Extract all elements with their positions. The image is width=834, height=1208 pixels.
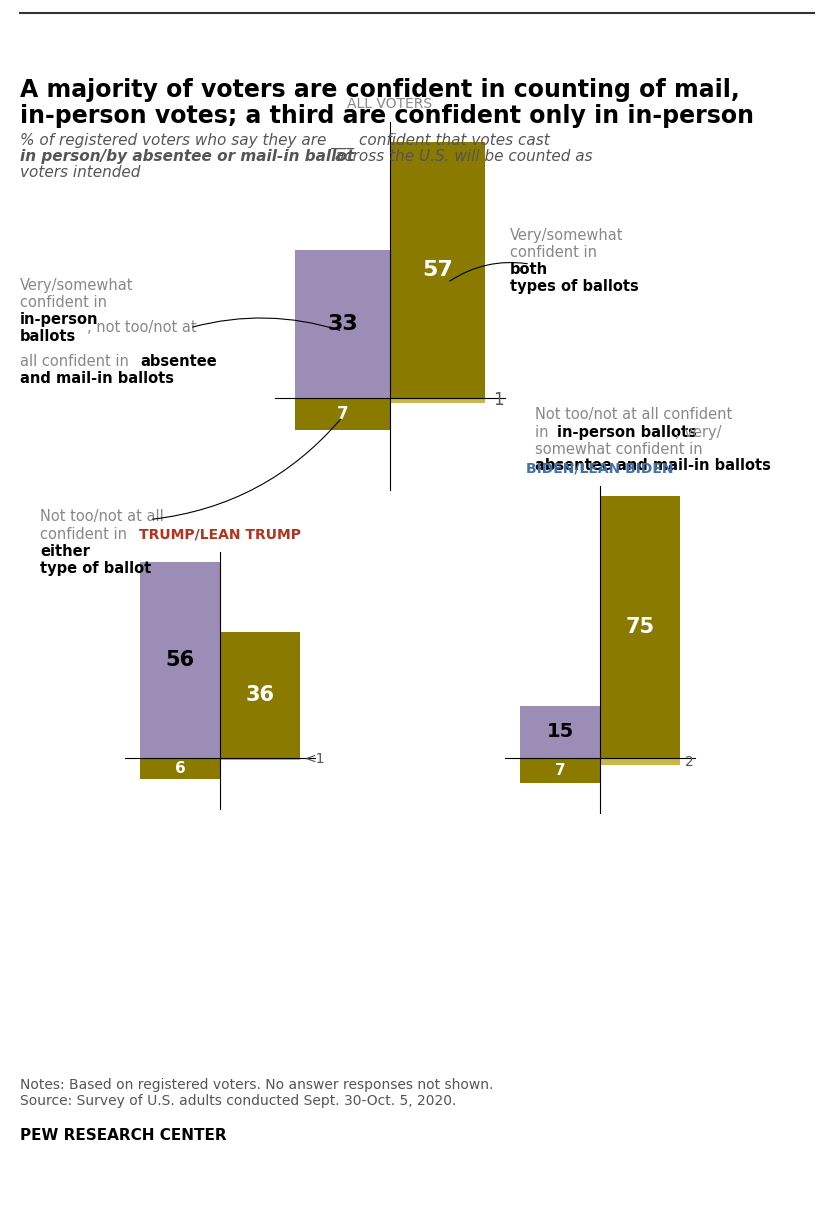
Text: absentee and mail-in ballots: absentee and mail-in ballots — [535, 459, 771, 474]
Text: both
types of ballots: both types of ballots — [510, 262, 639, 295]
FancyBboxPatch shape — [220, 757, 300, 760]
FancyBboxPatch shape — [295, 397, 390, 430]
Text: in-person
ballots: in-person ballots — [20, 312, 98, 344]
Text: 57: 57 — [422, 260, 453, 280]
Text: Not too/not at all confident
in: Not too/not at all confident in — [535, 407, 732, 440]
Text: 56: 56 — [165, 650, 194, 670]
Text: TRUMP/LEAN TRUMP: TRUMP/LEAN TRUMP — [139, 528, 301, 542]
Text: either
type of ballot: either type of ballot — [40, 544, 151, 576]
Text: all confident in: all confident in — [20, 354, 133, 370]
Text: % of registered voters who say they are ___ confident that votes cast: % of registered voters who say they are … — [20, 133, 555, 150]
Text: 75: 75 — [626, 617, 655, 637]
FancyBboxPatch shape — [520, 705, 600, 757]
Text: <1: <1 — [305, 751, 325, 766]
Text: 15: 15 — [546, 722, 574, 742]
Text: Not too/not at all
confident in: Not too/not at all confident in — [40, 510, 163, 542]
Text: , very/: , very/ — [675, 424, 721, 440]
Text: in-person ballots: in-person ballots — [557, 424, 697, 440]
Text: 2: 2 — [685, 755, 694, 768]
Text: Very/somewhat
confident in: Very/somewhat confident in — [510, 228, 624, 260]
FancyBboxPatch shape — [390, 141, 485, 397]
FancyBboxPatch shape — [520, 757, 600, 783]
Text: 1: 1 — [493, 391, 504, 410]
Text: 7: 7 — [337, 405, 349, 423]
FancyBboxPatch shape — [295, 250, 390, 397]
Text: ALL VOTERS: ALL VOTERS — [348, 98, 433, 111]
Text: 36: 36 — [245, 685, 274, 705]
Text: Very/somewhat
confident in: Very/somewhat confident in — [20, 278, 133, 310]
FancyBboxPatch shape — [220, 632, 300, 757]
Text: across the U.S. will be counted as: across the U.S. will be counted as — [330, 149, 593, 164]
Text: somewhat confident in: somewhat confident in — [535, 441, 702, 457]
Text: 7: 7 — [555, 762, 565, 778]
Text: in person/by absentee or mail-in ballot: in person/by absentee or mail-in ballot — [20, 149, 354, 164]
Text: 33: 33 — [327, 314, 358, 333]
Text: in-person votes; a third are confident only in in-person: in-person votes; a third are confident o… — [20, 104, 754, 128]
FancyBboxPatch shape — [600, 757, 680, 765]
Text: BIDEN/LEAN BIDEN: BIDEN/LEAN BIDEN — [526, 461, 674, 476]
FancyBboxPatch shape — [390, 397, 485, 402]
FancyBboxPatch shape — [140, 562, 220, 757]
Text: 6: 6 — [174, 761, 185, 776]
Text: A majority of voters are confident in counting of mail,: A majority of voters are confident in co… — [20, 79, 740, 101]
Text: voters intended: voters intended — [20, 165, 140, 180]
Text: and mail-in ballots: and mail-in ballots — [20, 371, 174, 387]
FancyBboxPatch shape — [600, 495, 680, 757]
Text: PEW RESEARCH CENTER: PEW RESEARCH CENTER — [20, 1128, 227, 1143]
FancyBboxPatch shape — [140, 757, 220, 779]
Text: Notes: Based on registered voters. No answer responses not shown.
Source: Survey: Notes: Based on registered voters. No an… — [20, 1078, 494, 1108]
Text: , not too/not at: , not too/not at — [87, 320, 197, 336]
Text: absentee: absentee — [140, 354, 217, 370]
